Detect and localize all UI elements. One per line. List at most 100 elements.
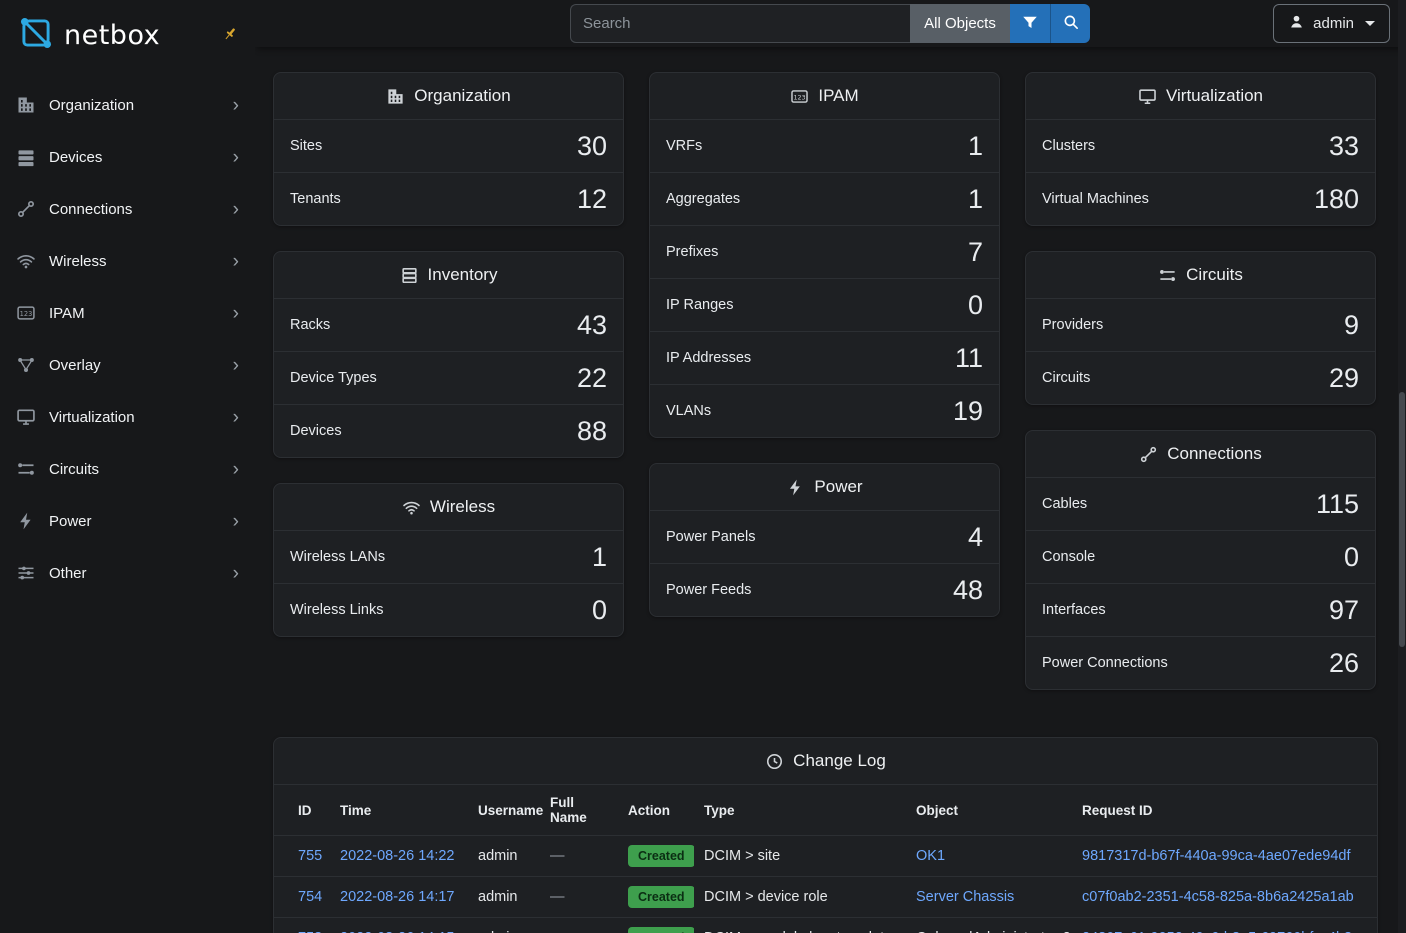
card-header: 123 IPAM [650, 73, 999, 119]
stat-value[interactable]: 33 [1329, 133, 1359, 160]
card-virtualization: Virtualization Clusters 33 Virtual Machi… [1025, 72, 1376, 226]
changelog-table: ID Time Username Full Name Action Type O… [274, 784, 1377, 933]
sidebar-item-other[interactable]: Other › [0, 547, 255, 599]
sidebar-item-wireless[interactable]: Wireless › [0, 235, 255, 287]
stat-label: Providers [1042, 317, 1103, 333]
request-id-link[interactable]: 9817317d-b67f-440a-99ca-4ae07ede94df [1082, 848, 1350, 864]
stat-value[interactable]: 4 [968, 524, 983, 551]
brand-wordmark[interactable]: netbox [64, 20, 160, 51]
scrollbar-thumb[interactable] [1399, 392, 1405, 647]
stat-row: Circuits 29 [1026, 351, 1375, 404]
stat-label: Wireless LANs [290, 549, 385, 565]
stat-label: Clusters [1042, 138, 1095, 154]
brand: netbox [0, 0, 255, 71]
stat-value[interactable]: 0 [968, 292, 983, 319]
username-cell: admin [478, 848, 518, 864]
card-title: Power [814, 477, 862, 497]
stat-value[interactable]: 12 [577, 186, 607, 213]
chevron-right-icon: › [233, 356, 239, 375]
stat-value[interactable]: 97 [1329, 597, 1359, 624]
stat-value[interactable]: 7 [968, 239, 983, 266]
object-link[interactable]: OK1 [916, 848, 945, 864]
stat-value[interactable]: 9 [1344, 312, 1359, 339]
stat-value[interactable]: 0 [1344, 544, 1359, 571]
topbar: All Objects admin [255, 0, 1406, 47]
table-row: 754 2022-08-26 14:17 admin — Created DCI… [274, 877, 1377, 918]
chevron-right-icon: › [233, 408, 239, 427]
user-menu-button[interactable]: admin [1273, 4, 1390, 43]
col-request-id: Request ID [1072, 785, 1377, 836]
stat-row: Wireless Links 0 [274, 583, 623, 636]
stat-row: Power Connections 26 [1026, 636, 1375, 689]
sidebar-item-devices[interactable]: Devices › [0, 131, 255, 183]
changelog-time-link[interactable]: 2022-08-26 14:22 [340, 848, 455, 864]
transit-icon [16, 459, 36, 479]
card-change-log: Change Log ID Time Username Full Name Ac… [273, 737, 1378, 933]
sidebar-item-label: Wireless [49, 253, 107, 270]
col-action: Action [618, 785, 694, 836]
stat-value[interactable]: 26 [1329, 650, 1359, 677]
sidebar-item-power[interactable]: Power › [0, 495, 255, 547]
type-cell: DCIM > device role [704, 889, 828, 905]
stat-value[interactable]: 0 [592, 597, 607, 624]
stat-value[interactable]: 30 [577, 133, 607, 160]
scrollbar[interactable] [1398, 0, 1406, 933]
stat-value[interactable]: 29 [1329, 365, 1359, 392]
col-id: ID [274, 785, 330, 836]
object-type-select[interactable]: All Objects [910, 4, 1010, 43]
svg-text:123: 123 [20, 310, 33, 318]
stat-value[interactable]: 1 [968, 186, 983, 213]
card-title: Organization [414, 86, 510, 106]
username-cell: admin [478, 889, 518, 905]
stat-value[interactable]: 88 [577, 418, 607, 445]
bolt-icon [16, 511, 36, 531]
changelog-time-link[interactable]: 2022-08-26 14:17 [340, 889, 455, 905]
stat-value[interactable]: 1 [968, 133, 983, 160]
sidebar-item-ipam[interactable]: 123 IPAM › [0, 287, 255, 339]
object-link[interactable]: Server Chassis [916, 889, 1014, 905]
chevron-right-icon: › [233, 96, 239, 115]
changelog-id-link[interactable]: 755 [298, 848, 322, 864]
sidebar-pin-button[interactable] [219, 23, 241, 48]
card-title: Change Log [793, 751, 886, 771]
sidebar-item-connections[interactable]: Connections › [0, 183, 255, 235]
sidebar-item-virtualization[interactable]: Virtualization › [0, 391, 255, 443]
stat-row: Sites 30 [274, 119, 623, 172]
stat-value[interactable]: 115 [1316, 491, 1359, 518]
stat-row: Cables 115 [1026, 477, 1375, 530]
stat-value[interactable]: 43 [577, 312, 607, 339]
stat-row: Aggregates 1 [650, 172, 999, 225]
stat-value[interactable]: 1 [592, 544, 607, 571]
full-name-cell: — [550, 848, 565, 864]
changelog-id-link[interactable]: 754 [298, 889, 322, 905]
sidebar-item-organization[interactable]: Organization › [0, 79, 255, 131]
table-row: 755 2022-08-26 14:22 admin — Created DCI… [274, 836, 1377, 877]
stat-row: Console 0 [1026, 530, 1375, 583]
sidebar-nav: Organization › Devices › Connections › [0, 71, 255, 599]
stat-label: Circuits [1042, 370, 1090, 386]
stat-label: Console [1042, 549, 1095, 565]
stat-value[interactable]: 180 [1314, 186, 1359, 213]
cable-icon [1139, 445, 1158, 464]
filter-icon [1021, 13, 1039, 34]
stat-value[interactable]: 11 [955, 345, 983, 372]
stat-value[interactable]: 19 [953, 398, 983, 425]
search-submit-button[interactable] [1050, 4, 1090, 43]
sidebar-item-label: Devices [49, 149, 102, 166]
building-icon [386, 87, 405, 106]
stat-row: Prefixes 7 [650, 225, 999, 278]
search-input[interactable] [570, 4, 910, 43]
full-name-cell: — [550, 889, 565, 905]
stat-value[interactable]: 48 [953, 577, 983, 604]
sidebar-item-overlay[interactable]: Overlay › [0, 339, 255, 391]
stat-value[interactable]: 22 [577, 365, 607, 392]
sidebar-item-circuits[interactable]: Circuits › [0, 443, 255, 495]
stat-label: Power Feeds [666, 582, 751, 598]
netbox-logo[interactable] [16, 14, 56, 57]
monitor-icon [1138, 87, 1157, 106]
filter-button[interactable] [1010, 4, 1050, 43]
stat-label: Sites [290, 138, 322, 154]
request-id-link[interactable]: c07f0ab2-2351-4c58-825a-8b6a2425a1ab [1082, 889, 1354, 905]
search-bar: All Objects [570, 4, 1090, 43]
stat-label: Devices [290, 423, 342, 439]
